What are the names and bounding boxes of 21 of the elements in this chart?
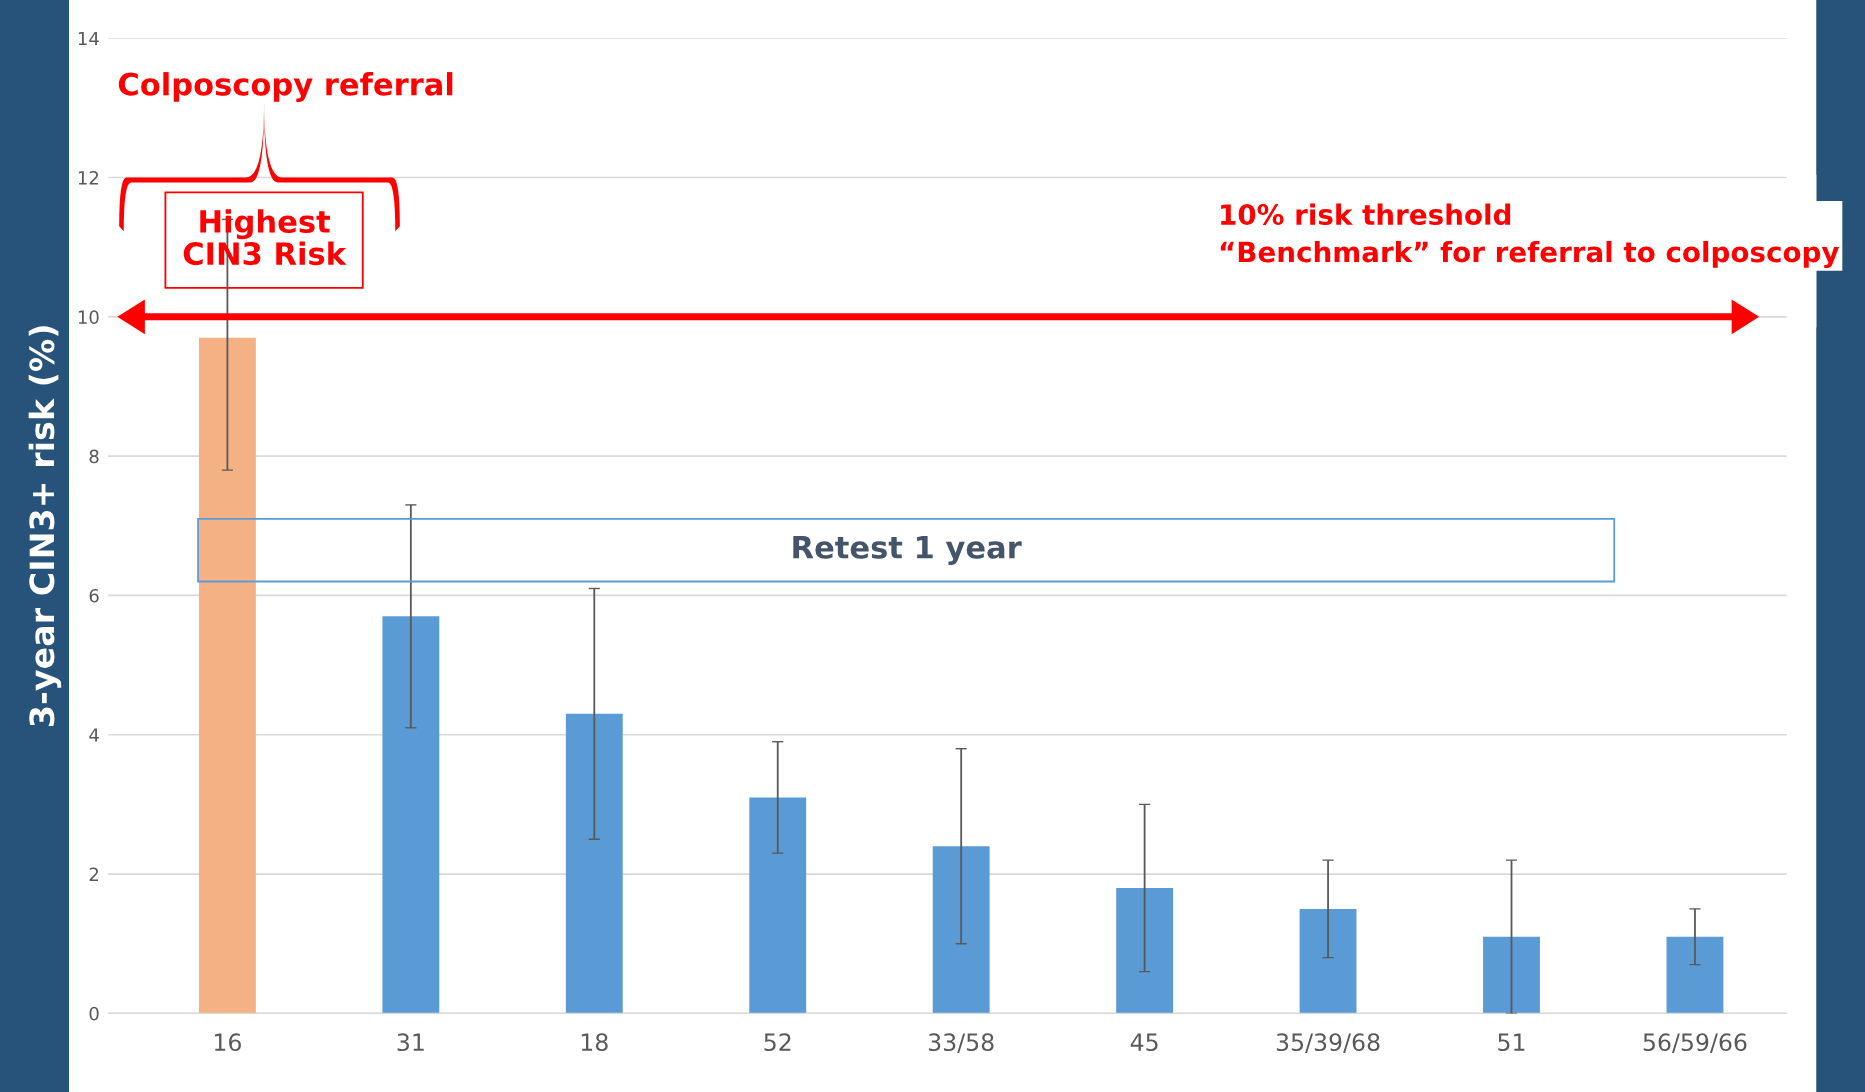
y-tick-label: 0 bbox=[89, 1006, 99, 1021]
annotation: Colposcopy referral bbox=[118, 72, 453, 102]
x-tick-label: 33/58 bbox=[928, 1033, 994, 1053]
y-axis-title: 3-year CIN3+ risk (%) bbox=[28, 326, 62, 726]
x-tick-label: 31 bbox=[397, 1033, 424, 1052]
x-tick-label: 16 bbox=[214, 1033, 241, 1052]
y-tick-label: 8 bbox=[89, 449, 99, 464]
y-tick-label: 10 bbox=[78, 310, 99, 324]
x-tick-label: 35/39/68 bbox=[1276, 1033, 1380, 1053]
x-tick-label: 56/59/66 bbox=[1643, 1033, 1747, 1053]
x-tick-label: 45 bbox=[1130, 1033, 1158, 1052]
y-tick-label: 6 bbox=[89, 588, 99, 603]
ref-line-label: 10% risk threshold “Benchmark” for referral to colposcopy bbox=[1220, 203, 1840, 269]
x-tick-label: 52 bbox=[764, 1033, 791, 1052]
y-tick-label: 2 bbox=[89, 867, 99, 881]
x-tick-label: 18 bbox=[581, 1033, 608, 1052]
y-tick-label: 14 bbox=[78, 31, 99, 46]
annotation: Retest 1 year bbox=[793, 536, 1022, 565]
y-tick-label: 4 bbox=[89, 728, 99, 742]
x-tick-label: 51 bbox=[1498, 1033, 1525, 1052]
y-tick-label: 12 bbox=[78, 170, 99, 185]
